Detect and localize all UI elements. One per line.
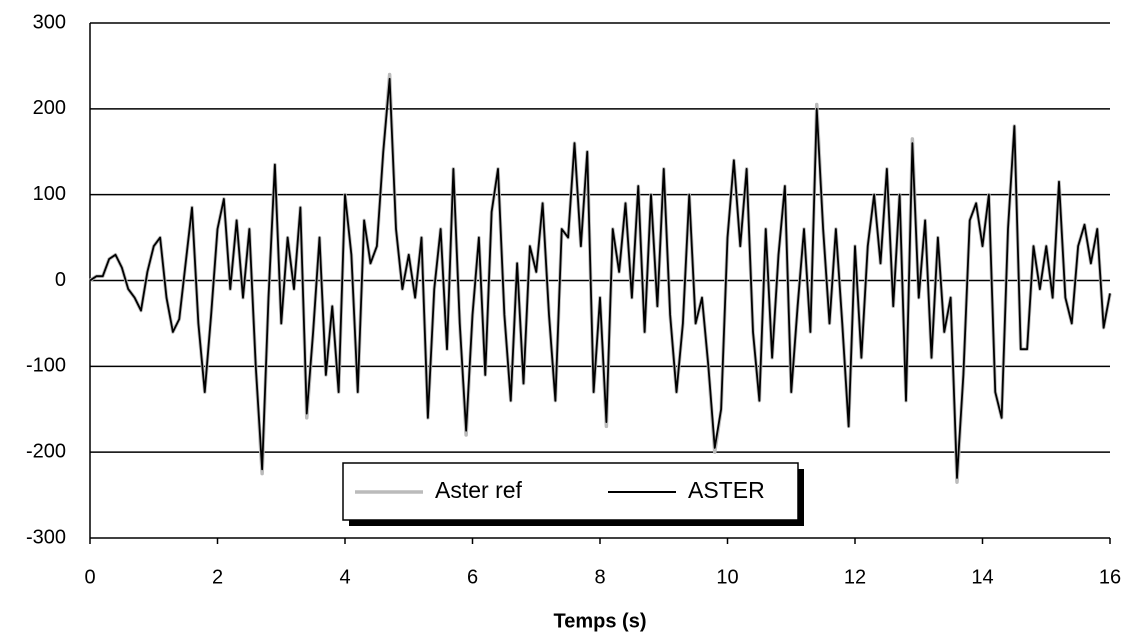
x-tick-label: 16 (1099, 566, 1121, 588)
y-tick-label: 100 (33, 183, 66, 205)
x-tick-label: 2 (212, 566, 223, 588)
x-tick-label: 12 (844, 566, 866, 588)
y-tick-label: -300 (26, 526, 66, 548)
x-tick-label: 14 (971, 566, 993, 588)
y-tick-label: 200 (33, 97, 66, 119)
x-tick-label: 8 (594, 566, 605, 588)
x-tick-label: 6 (467, 566, 478, 588)
legend-label: ASTER (688, 477, 765, 503)
legend-label: Aster ref (435, 477, 523, 503)
y-tick-label: 300 (33, 11, 66, 33)
y-tick-label: 0 (55, 269, 66, 291)
series-line (89, 72, 1112, 484)
y-tick-label: -200 (26, 440, 66, 462)
x-axis-label: Temps (s) (554, 610, 647, 632)
x-tick-label: 10 (716, 566, 738, 588)
y-tick-label: -100 (26, 355, 66, 377)
x-tick-label: 4 (339, 566, 350, 588)
series-line (89, 77, 1111, 479)
x-tick-label: 0 (84, 566, 95, 588)
